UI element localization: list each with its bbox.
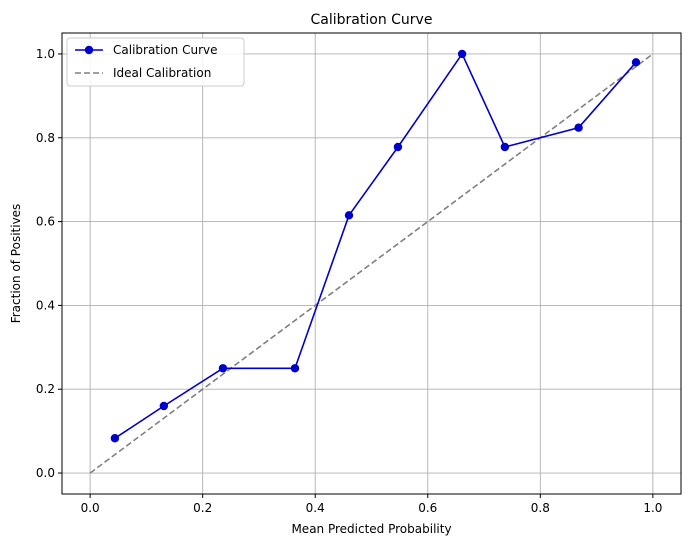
calibration-point: [457, 49, 467, 59]
calibration-point: [574, 123, 583, 132]
plot-frame: [61, 32, 682, 495]
series-layer: [89, 49, 654, 474]
legend-marker-calibration: [84, 45, 94, 55]
x-tick-label: 0.8: [531, 501, 550, 515]
legend-label-ideal: Ideal Calibration: [113, 66, 211, 80]
y-tick-label: 0.4: [36, 298, 55, 312]
y-tick-label: 0.0: [36, 466, 55, 480]
grid: [62, 33, 681, 494]
calibration-curve-line: [114, 53, 637, 439]
legend: Calibration Curve Ideal Calibration: [66, 37, 245, 87]
x-tick-label: 1.0: [643, 501, 662, 515]
y-tick-label: 0.2: [36, 382, 55, 396]
calibration-point: [393, 142, 403, 152]
legend-label-calibration: Calibration Curve: [113, 43, 218, 57]
chart-title: Calibration Curve: [311, 12, 433, 28]
y-axis-label: Fraction of Positives: [9, 204, 23, 324]
x-tick-label: 0.0: [81, 501, 100, 515]
x-tick-label: 0.4: [306, 501, 325, 515]
calibration-point: [344, 211, 354, 220]
y-tick-label: 1.0: [36, 47, 55, 61]
calibration-point: [500, 142, 510, 152]
x-tick-label: 0.6: [418, 501, 437, 515]
calibration-point: [110, 434, 120, 443]
calibration-point: [631, 58, 641, 67]
legend-box: [66, 37, 245, 87]
x-axis-label: Mean Predicted Probability: [291, 522, 451, 536]
y-tick-label: 0.6: [36, 215, 55, 229]
calibration-point: [290, 364, 300, 373]
x-tick-label: 0.2: [193, 501, 212, 515]
ticks: 0.0 0.2 0.4 0.6 0.8 1.0 0.0 0.2 0.4 0.6 0.8 1.0: [36, 47, 663, 515]
calibration-point: [218, 364, 228, 373]
calibration-point: [159, 401, 169, 411]
y-tick-label: 0.8: [36, 131, 55, 145]
